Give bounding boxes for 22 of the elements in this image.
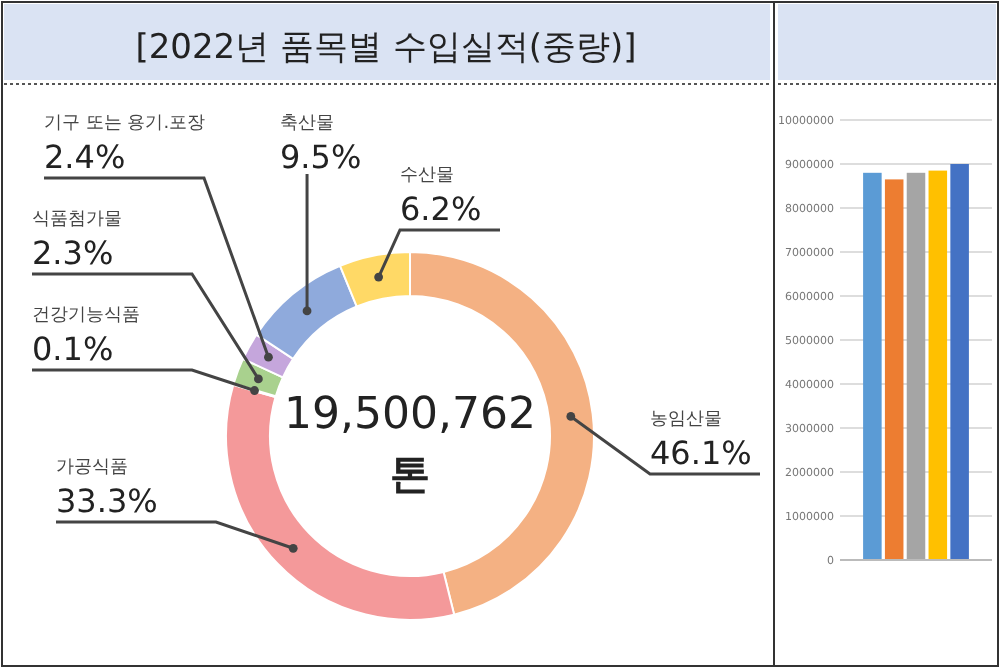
- bar: [863, 172, 882, 560]
- slice-label: 축산물: [280, 114, 334, 134]
- data-label: 33.3%: [56, 482, 158, 520]
- chart-title: [2022년 품목별 수입실적(중량)]: [135, 28, 637, 68]
- slice-label: 식품첨가물: [32, 210, 122, 230]
- text: 19,500,762: [284, 390, 536, 440]
- bar: [950, 164, 969, 560]
- bar: [906, 172, 926, 560]
- slice-label: 농임산물: [650, 410, 722, 430]
- data-label: 0.1%: [32, 330, 114, 368]
- bar: [928, 170, 948, 560]
- slice-label: 건강기능식품: [32, 306, 140, 326]
- data-label: 46.1%: [650, 434, 752, 472]
- data-label: 9.5%: [280, 138, 362, 176]
- data-label: 2.3%: [32, 234, 114, 272]
- data-label: 2.4%: [44, 138, 126, 176]
- slice-label: 기구 또는 용기.포장: [44, 114, 206, 134]
- text: 톤: [390, 450, 430, 498]
- slice-label: 수산물: [400, 166, 454, 186]
- data-label: 6.2%: [400, 190, 482, 228]
- bar: [884, 179, 904, 560]
- slice-label: 가공식품: [56, 458, 128, 478]
